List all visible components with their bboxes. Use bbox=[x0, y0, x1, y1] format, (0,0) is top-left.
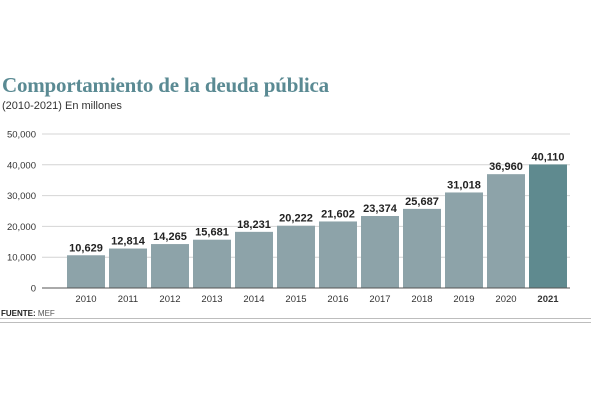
bar bbox=[361, 216, 399, 288]
bar bbox=[403, 208, 441, 288]
data-label: 40,110 bbox=[531, 151, 564, 163]
y-tick-label: 10,000 bbox=[7, 253, 36, 264]
x-tick-label: 2019 bbox=[453, 294, 474, 305]
bar bbox=[487, 174, 525, 288]
bar bbox=[151, 244, 189, 288]
chart-title: Comportamiento de la deuda pública bbox=[2, 73, 329, 97]
y-tick-label: 50,000 bbox=[7, 130, 36, 141]
bar bbox=[529, 164, 567, 288]
x-tick-label: 2018 bbox=[411, 294, 432, 305]
bar bbox=[193, 239, 231, 288]
y-tick-label: 0 bbox=[31, 284, 36, 295]
y-tick-label: 40,000 bbox=[7, 160, 36, 171]
footer-divider-bottom bbox=[0, 322, 591, 323]
data-label: 21,602 bbox=[321, 208, 355, 220]
source-label: FUENTE: bbox=[1, 309, 36, 318]
x-tick-label: 2010 bbox=[75, 294, 96, 305]
bar bbox=[109, 248, 147, 288]
x-tick-label: 2017 bbox=[369, 294, 390, 305]
bar bbox=[235, 231, 273, 288]
bar-chart: 0 10,000 20,000 30,000 40,000 50,000 10,629 201… bbox=[7, 130, 570, 305]
x-tick-label: 2011 bbox=[118, 294, 138, 305]
bar bbox=[277, 225, 315, 288]
x-tick-label: 2014 bbox=[243, 294, 264, 305]
x-tick-label: 2013 bbox=[201, 294, 222, 305]
data-label: 23,374 bbox=[363, 203, 398, 215]
source-text: MEF bbox=[37, 309, 55, 318]
data-label: 25,687 bbox=[405, 196, 439, 208]
footer-divider bbox=[0, 318, 591, 319]
bar bbox=[445, 192, 483, 288]
x-tick-label: 2021 bbox=[537, 294, 559, 305]
x-tick-label: 2020 bbox=[495, 294, 516, 305]
bar bbox=[67, 255, 105, 288]
data-label: 36,960 bbox=[489, 161, 523, 173]
data-label: 20,222 bbox=[279, 213, 313, 225]
data-label: 12,814 bbox=[111, 236, 146, 248]
chart-subtitle: (2010-2021) En millones bbox=[2, 100, 122, 112]
y-tick-label: 30,000 bbox=[7, 191, 36, 202]
data-label: 31,018 bbox=[447, 179, 481, 191]
y-tick-label: 20,000 bbox=[7, 222, 36, 233]
x-tick-label: 2016 bbox=[327, 294, 348, 305]
x-tick-label: 2012 bbox=[159, 294, 180, 305]
bar bbox=[319, 221, 357, 288]
x-tick-label: 2015 bbox=[285, 294, 306, 305]
source-note: FUENTE: MEF bbox=[1, 309, 55, 318]
data-label: 14,265 bbox=[153, 231, 187, 243]
data-label: 18,231 bbox=[237, 219, 271, 231]
data-label: 15,681 bbox=[195, 227, 229, 239]
data-label: 10,629 bbox=[69, 242, 103, 254]
